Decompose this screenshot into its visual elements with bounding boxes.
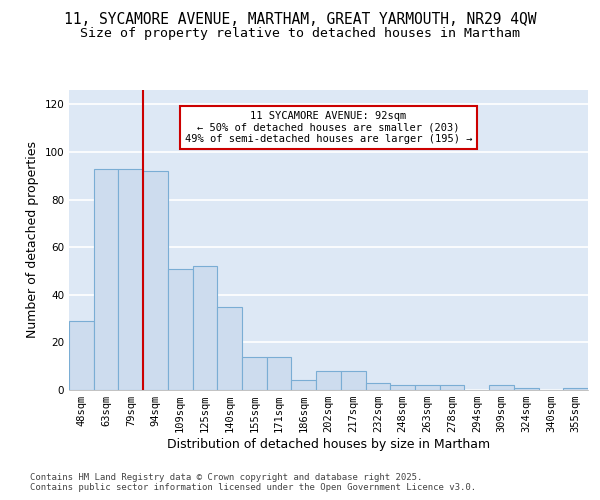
Bar	[316, 371, 341, 390]
Bar	[242, 356, 267, 390]
Bar	[489, 385, 514, 390]
Bar	[514, 388, 539, 390]
Bar	[390, 385, 415, 390]
Bar	[341, 371, 365, 390]
Bar	[193, 266, 217, 390]
Bar	[217, 306, 242, 390]
Text: Contains HM Land Registry data © Crown copyright and database right 2025.
Contai: Contains HM Land Registry data © Crown c…	[30, 473, 476, 492]
Bar	[415, 385, 440, 390]
Bar	[440, 385, 464, 390]
Bar	[563, 388, 588, 390]
Bar	[292, 380, 316, 390]
Bar	[168, 268, 193, 390]
Bar	[267, 356, 292, 390]
X-axis label: Distribution of detached houses by size in Martham: Distribution of detached houses by size …	[167, 438, 490, 451]
Text: Size of property relative to detached houses in Martham: Size of property relative to detached ho…	[80, 28, 520, 40]
Bar	[94, 168, 118, 390]
Y-axis label: Number of detached properties: Number of detached properties	[26, 142, 39, 338]
Bar	[118, 168, 143, 390]
Text: 11, SYCAMORE AVENUE, MARTHAM, GREAT YARMOUTH, NR29 4QW: 11, SYCAMORE AVENUE, MARTHAM, GREAT YARM…	[64, 12, 536, 28]
Bar	[365, 383, 390, 390]
Bar	[143, 171, 168, 390]
Text: 11 SYCAMORE AVENUE: 92sqm
← 50% of detached houses are smaller (203)
49% of semi: 11 SYCAMORE AVENUE: 92sqm ← 50% of detac…	[185, 111, 472, 144]
Bar	[69, 321, 94, 390]
